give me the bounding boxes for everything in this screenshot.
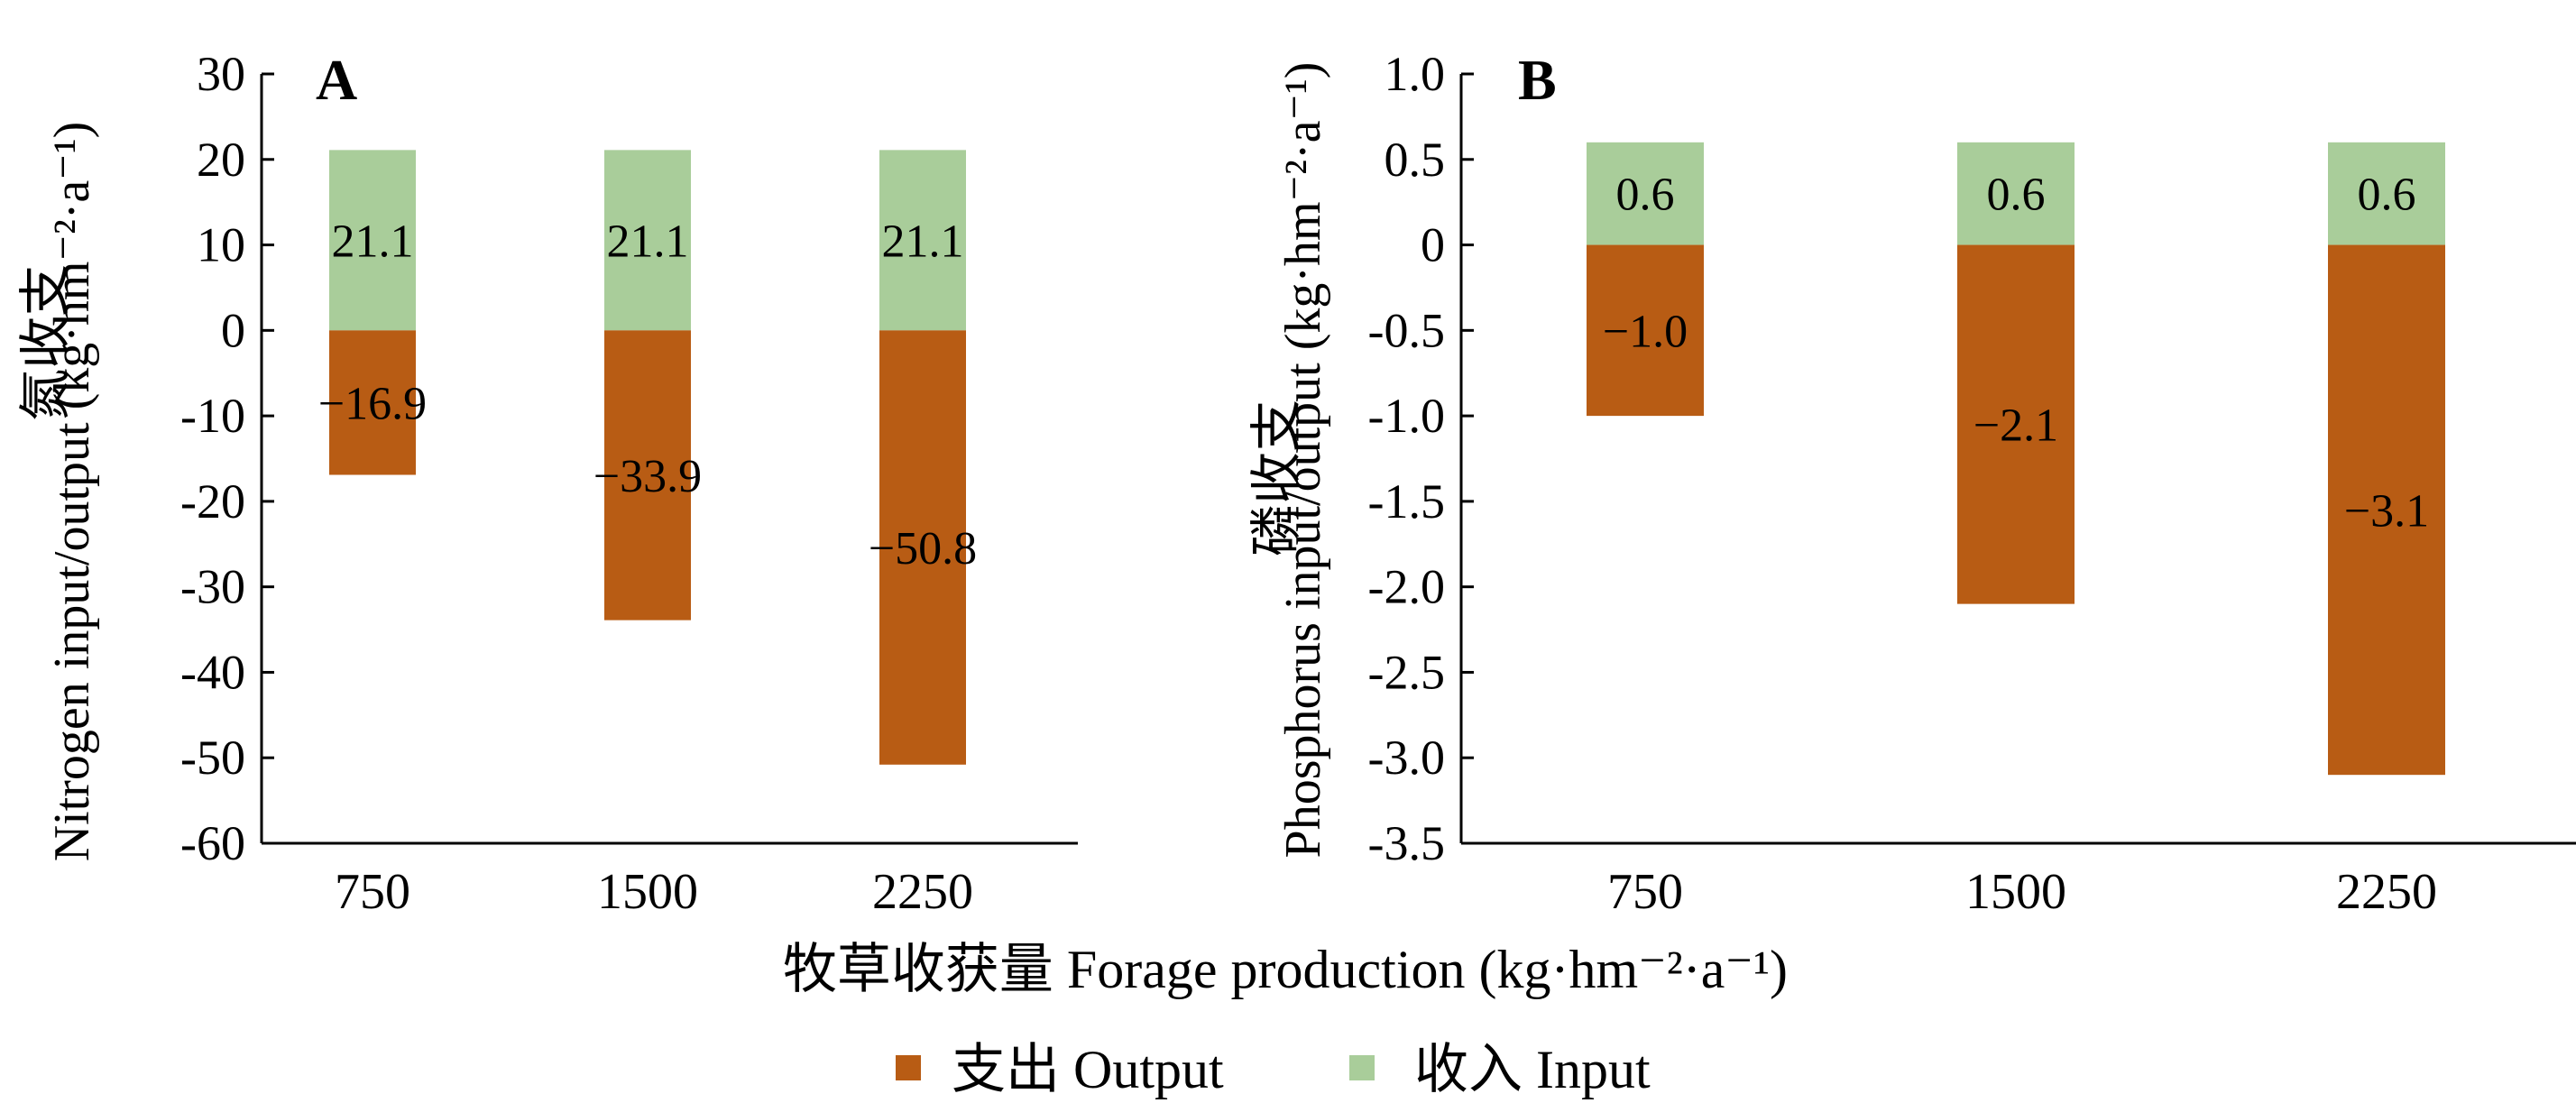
y-tick-label: -1.0 [1368,389,1445,443]
x-tick-label: 1500 [1965,864,2066,920]
x-tick-label: 2250 [2336,864,2437,920]
bar-input [2328,142,2445,245]
y-tick-label: 0 [1421,218,1445,272]
y-tick-label: -60 [180,816,245,870]
bar-input [1957,142,2075,245]
y-axis-title-zh: 磷收支 [1247,400,1306,556]
y-tick-label: -2.0 [1368,560,1445,614]
data-label-output: −2.1 [1973,400,2058,452]
x-tick-label: 750 [335,864,410,920]
y-tick-label: -40 [180,645,245,699]
legend-label-output: 支出 Output [952,1040,1224,1099]
y-tick-label: -50 [180,731,245,785]
x-tick-label: 750 [1607,864,1683,920]
bar-output [604,330,691,620]
bar-input [1587,142,1704,245]
y-tick-label: -2.5 [1368,645,1445,699]
x-tick-label: 2250 [872,864,973,920]
bar-output [1587,244,1704,417]
y-tick-label: 0 [221,303,245,357]
data-label-input: 0.6 [1616,170,1675,221]
data-label-output: −33.9 [593,451,702,502]
legend-swatch-output [896,1055,921,1080]
y-tick-label: 1.0 [1385,47,1446,101]
panel-label: B [1518,48,1557,112]
x-axis-title: 牧草收获量 Forage production (kg·hm⁻²·a⁻¹) [783,940,1788,999]
bar-output [2328,244,2445,776]
panel-a: 30 20 10 0 -10 -20 -30 -40 -50 -60 750 1500 2250 21.1… [16,47,1078,920]
data-label-output: −1.0 [1603,306,1688,357]
bar-output [329,330,416,475]
data-label-input: 21.1 [607,216,689,267]
y-tick-label: 20 [197,133,245,187]
y-axis-title-en: Nitrogen input/output (kg·hm⁻²·a⁻¹) [44,122,100,862]
data-label-input: 0.6 [2358,170,2416,221]
y-tick-label: -20 [180,474,245,529]
y-tick-label: 10 [197,218,245,272]
bar-output [1957,244,2075,604]
x-tick-label: 1500 [597,864,698,920]
data-label-output: −16.9 [318,378,427,429]
y-tick-label: -3.0 [1368,731,1445,785]
y-tick-label: -3.5 [1368,816,1445,870]
y-tick-label: -0.5 [1368,303,1445,357]
y-tick-label: 30 [197,47,245,101]
y-tick-label: 0.5 [1385,133,1446,187]
data-label-output: −50.8 [869,523,977,574]
bar-input [879,150,966,331]
y-axis-title-en: Phosphorus input/output (kg·hm⁻²·a⁻¹) [1275,62,1331,859]
y-tick-label: -1.5 [1368,474,1445,529]
legend-swatch-input [1349,1055,1375,1080]
legend-label-input: 收入 Input [1414,1040,1651,1099]
bar-input [329,150,416,331]
data-label-input: 0.6 [1987,170,2046,221]
bar-input [604,150,691,331]
panel-label: A [316,48,357,112]
y-tick-label: -30 [180,560,245,614]
data-label-input: 21.1 [332,216,414,267]
panel-b: 1.0 0.5 0 -0.5 -1.0 -1.5 -2.0 -2.5 -3.0 -3.5 750 15… [1247,47,2576,920]
data-label-input: 21.1 [882,216,964,267]
bar-output [879,330,966,765]
legend: 支出 Output 收入 Input [896,1040,1651,1099]
data-label-output: −3.1 [2344,485,2429,537]
y-tick-label: -10 [180,389,245,443]
y-axis-title-zh: 氮收支 [16,264,75,421]
